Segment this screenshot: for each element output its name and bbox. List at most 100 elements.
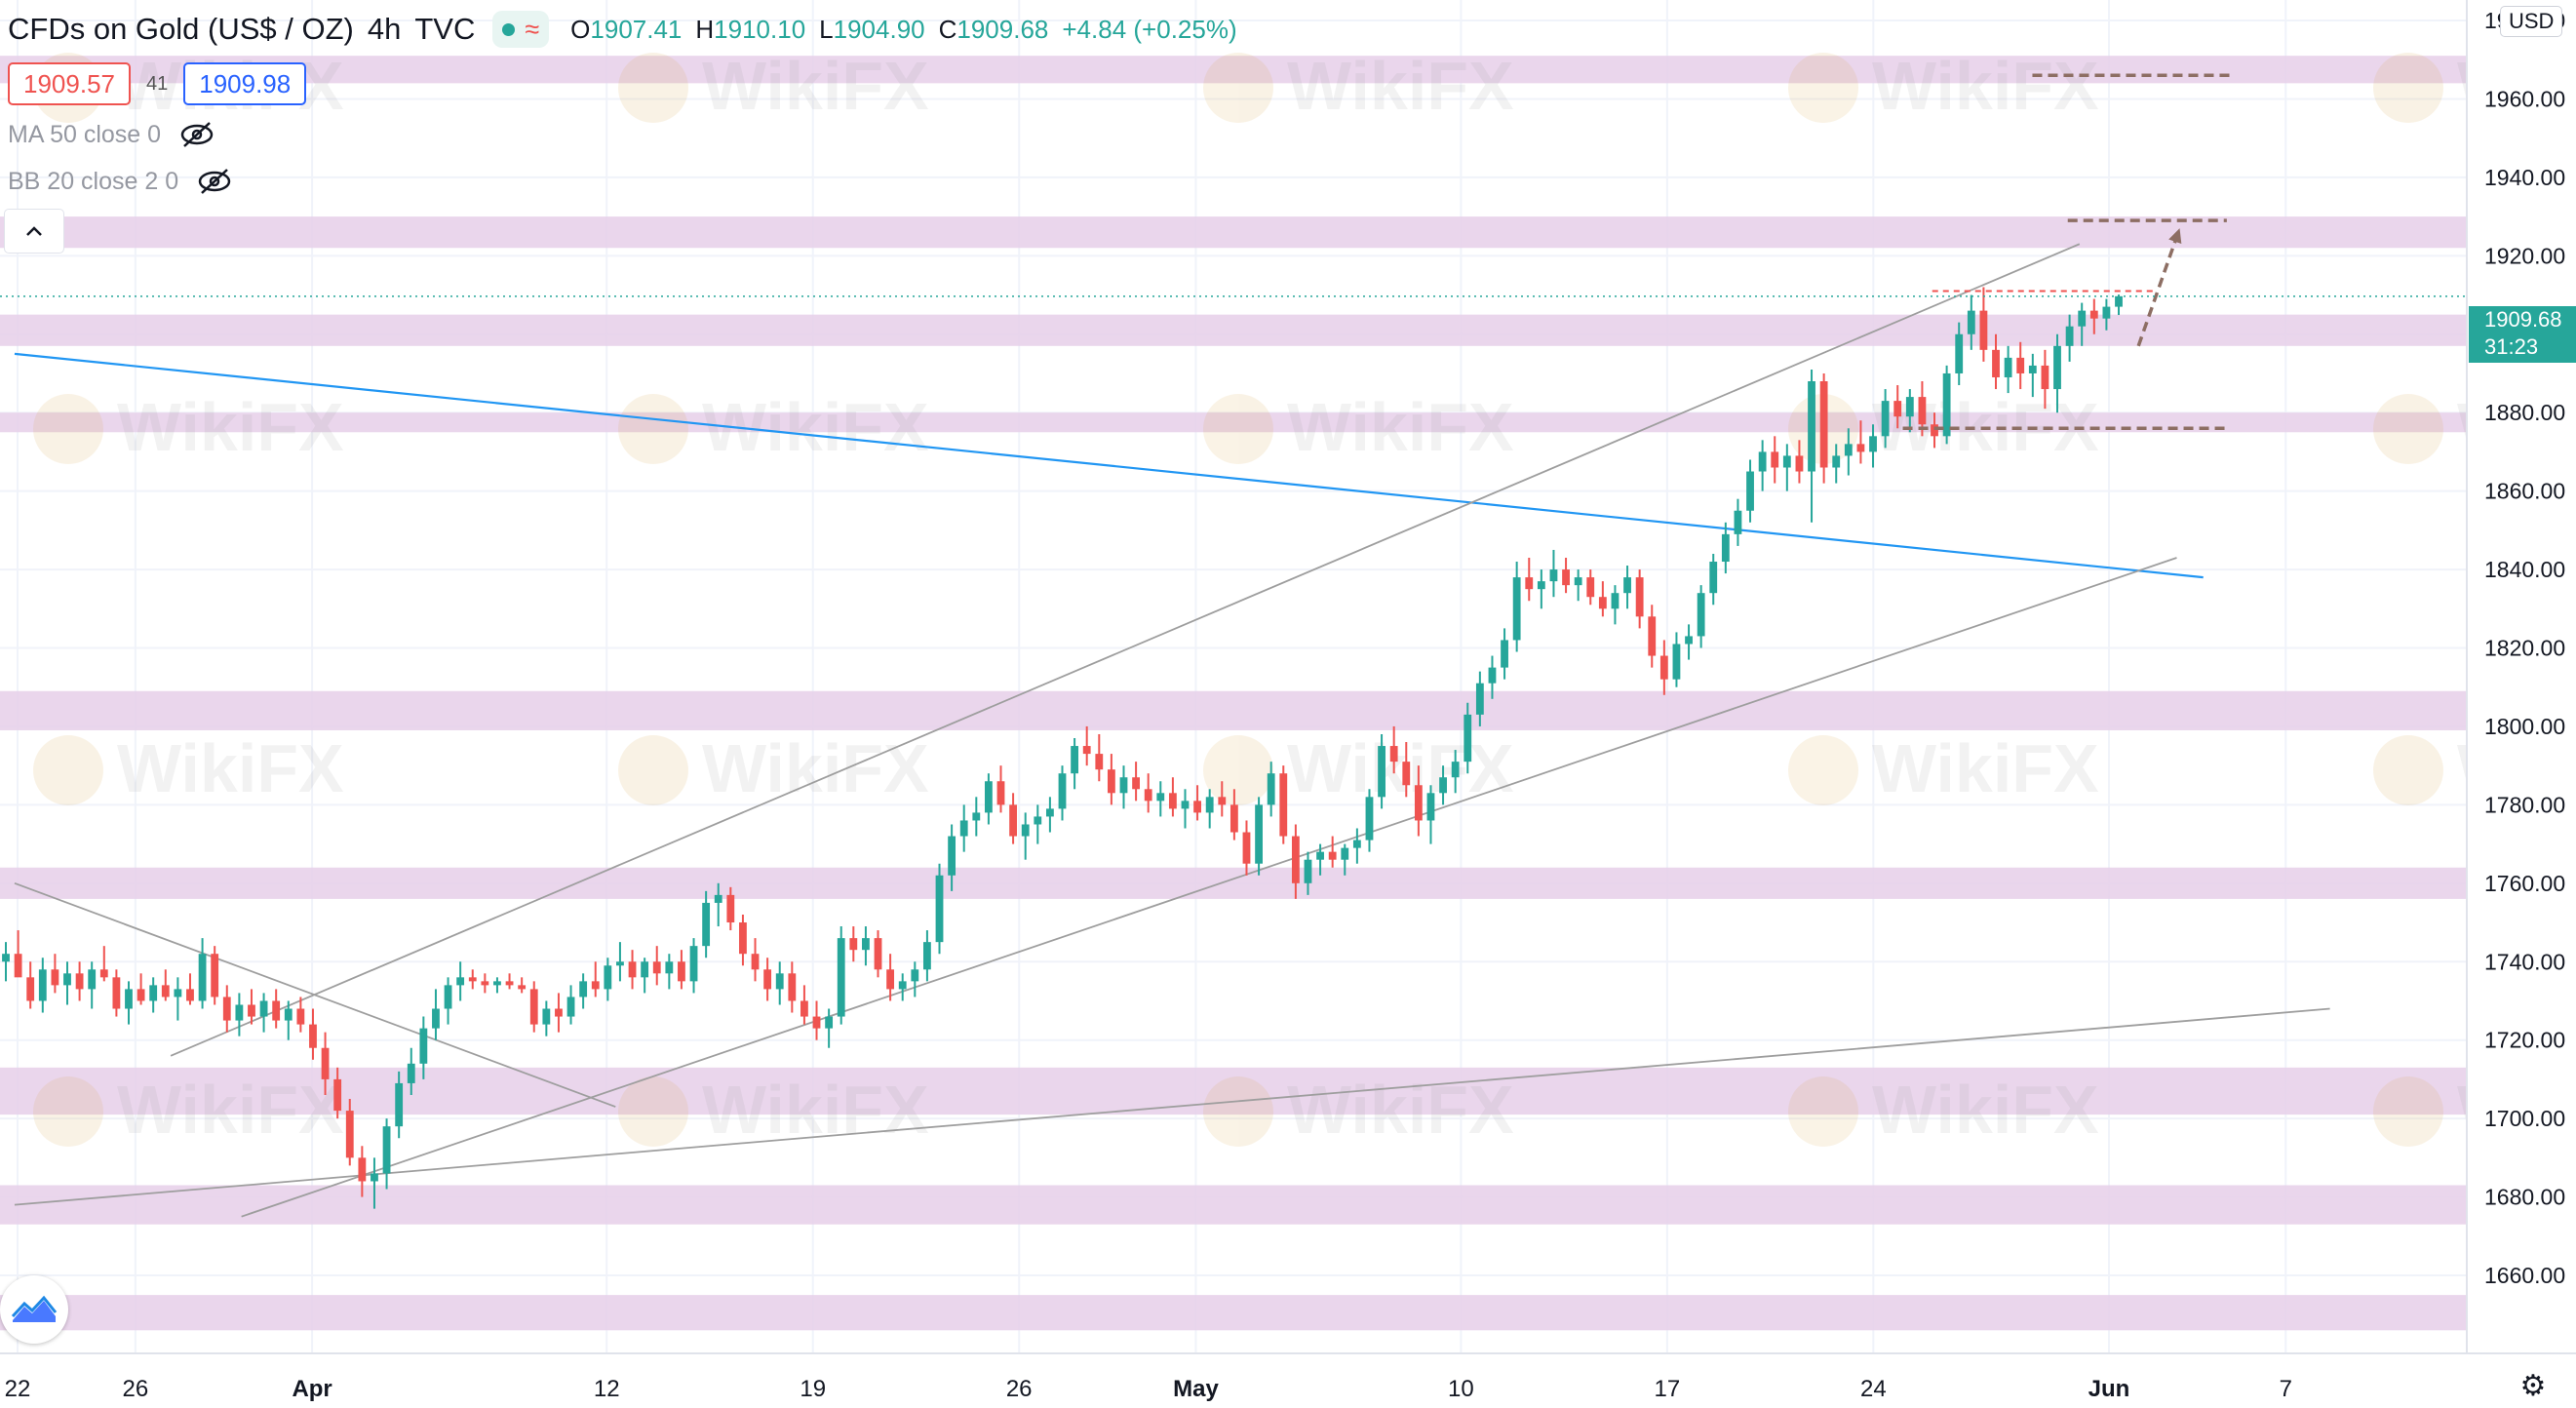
candle-body xyxy=(923,942,931,970)
candle xyxy=(678,950,685,990)
candle-body xyxy=(1598,597,1607,609)
price-tick-label: 1820.00 xyxy=(2484,636,2565,661)
time-tick-label: 17 xyxy=(1654,1376,1680,1402)
candle xyxy=(493,977,501,994)
candle-body xyxy=(996,781,1005,805)
candle-body xyxy=(1808,381,1815,472)
candle-body xyxy=(382,1126,391,1174)
candle xyxy=(1045,797,1054,833)
candle-body xyxy=(935,875,944,943)
trend-line-channel-lower xyxy=(241,557,2177,1218)
price-tick-label: 1740.00 xyxy=(2484,949,2565,974)
candle xyxy=(923,930,931,982)
candle-body xyxy=(1537,581,1545,590)
candle-body xyxy=(1402,762,1411,786)
candle xyxy=(432,989,440,1040)
eye-hidden-icon[interactable] xyxy=(178,120,215,149)
candle-body xyxy=(800,1000,808,1017)
candle-body xyxy=(1611,593,1620,609)
candle-body xyxy=(898,981,907,990)
candle-body xyxy=(321,1047,330,1079)
candle-body xyxy=(248,1004,255,1017)
time-tick-label: 24 xyxy=(1860,1376,1887,1402)
price-tick-label: 1780.00 xyxy=(2484,792,2565,817)
candle xyxy=(358,1146,367,1197)
candle-body xyxy=(112,977,121,1009)
candle-body xyxy=(186,989,194,1001)
indicator-ma[interactable]: MA 50 close 0 xyxy=(8,113,1237,156)
candle xyxy=(1291,824,1300,899)
currency-label[interactable]: USD xyxy=(2500,6,2563,37)
candle xyxy=(1071,738,1079,790)
sell-price-button[interactable]: 1909.57 xyxy=(8,62,131,105)
candle xyxy=(1697,585,1705,648)
candle xyxy=(75,961,84,1001)
candle-body xyxy=(874,938,882,970)
candle xyxy=(591,961,600,997)
candle xyxy=(726,886,735,931)
candle xyxy=(566,985,575,1025)
candle-body xyxy=(1279,773,1288,837)
candle xyxy=(1316,843,1324,876)
candle xyxy=(1352,828,1361,864)
watermark-logo-icon xyxy=(33,1076,103,1147)
candle-body xyxy=(1144,789,1152,802)
candle-body xyxy=(161,985,170,997)
time-tick-label: 26 xyxy=(122,1376,148,1402)
candle xyxy=(1869,424,1877,468)
candle-body xyxy=(99,969,108,978)
symbol-title[interactable]: CFDs on Gold (US$ / OZ) xyxy=(8,12,354,46)
candle xyxy=(1341,843,1349,876)
candle-body xyxy=(222,997,231,1021)
trend-line-channel-upper xyxy=(170,243,2081,1057)
eye-hidden-icon[interactable] xyxy=(196,167,233,196)
candle xyxy=(88,961,97,1009)
candle-body xyxy=(1512,577,1521,641)
candle xyxy=(579,973,588,1009)
candle-body xyxy=(1328,851,1337,860)
candle-body xyxy=(1893,401,1902,417)
candle-body xyxy=(1501,640,1508,668)
candle xyxy=(1795,440,1804,484)
candle-body xyxy=(1782,455,1791,468)
indicator-bb[interactable]: BB 20 close 2 0 xyxy=(8,160,1237,203)
candle-body xyxy=(272,1000,281,1021)
candle xyxy=(1181,789,1190,829)
wikifx-watermark: WikiFX xyxy=(1203,730,1514,806)
candle-body xyxy=(689,946,698,982)
wikifx-watermark: WikiFX xyxy=(33,1072,344,1148)
candle xyxy=(1021,812,1030,860)
candle-body xyxy=(518,985,527,990)
buy-price-button[interactable]: 1909.98 xyxy=(183,62,307,105)
candle-body xyxy=(714,894,722,903)
candle-body xyxy=(1389,746,1398,763)
watermark-text: WikiFX xyxy=(117,389,344,465)
indicator-bb-label: BB 20 close 2 0 xyxy=(8,167,179,195)
candle xyxy=(1549,549,1558,598)
market-status[interactable]: ≈ xyxy=(492,11,550,48)
bid-ask-row: 1909.57 41 1909.98 xyxy=(8,62,1237,105)
collapse-legend-button[interactable] xyxy=(4,209,64,254)
candle xyxy=(1771,436,1779,484)
settings-gear-icon[interactable]: ⚙ xyxy=(2519,1370,2547,1402)
candle xyxy=(1905,389,1914,433)
candle-body xyxy=(1562,569,1570,586)
candle-body xyxy=(652,961,661,974)
candle-body xyxy=(309,1024,317,1048)
candle xyxy=(125,981,133,1025)
candle-body xyxy=(1316,851,1324,860)
watermark-logo-icon xyxy=(1203,1076,1273,1147)
candle-body xyxy=(137,989,145,1001)
tradingview-logo-button[interactable] xyxy=(0,1275,68,1344)
wikifx-watermark: WikiFX xyxy=(618,48,929,124)
interval-label[interactable]: 4h xyxy=(367,12,402,46)
sr-zone xyxy=(0,216,2467,249)
candle xyxy=(1586,569,1595,606)
candle-body xyxy=(149,985,158,1001)
candle xyxy=(186,973,194,1005)
wikifx-watermark: WikiFX xyxy=(618,1072,929,1148)
candle xyxy=(1611,585,1620,625)
candle xyxy=(985,773,993,825)
candle-body xyxy=(1229,804,1238,833)
